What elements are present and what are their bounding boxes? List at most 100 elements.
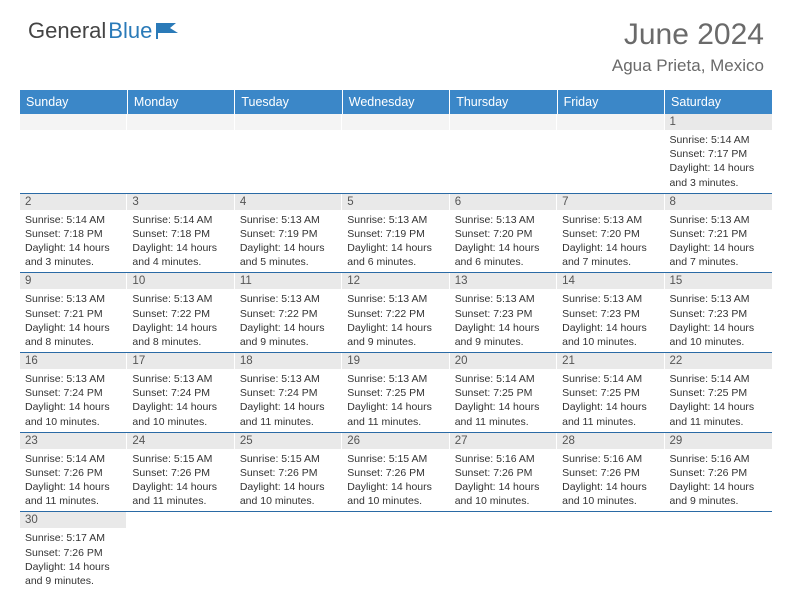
calendar-cell: 4Sunrise: 5:13 AMSunset: 7:19 PMDaylight… <box>235 193 342 273</box>
day-number: 13 <box>450 273 557 289</box>
calendar-cell <box>450 512 557 591</box>
sunrise-text: Sunrise: 5:13 AM <box>132 372 229 386</box>
sunrise-text: Sunrise: 5:14 AM <box>25 213 122 227</box>
header: GeneralBlue June 2024 Agua Prieta, Mexic… <box>0 0 792 84</box>
daylight-text: and 11 minutes. <box>670 415 767 429</box>
sunset-text: Sunset: 7:25 PM <box>455 386 552 400</box>
sunset-text: Sunset: 7:19 PM <box>347 227 444 241</box>
calendar-cell: 3Sunrise: 5:14 AMSunset: 7:18 PMDaylight… <box>127 193 234 273</box>
sunset-text: Sunset: 7:20 PM <box>455 227 552 241</box>
daylight-text: and 11 minutes. <box>562 415 659 429</box>
sunrise-text: Sunrise: 5:13 AM <box>25 292 122 306</box>
daylight-text: Daylight: 14 hours <box>562 241 659 255</box>
sunrise-text: Sunrise: 5:14 AM <box>25 452 122 466</box>
day-details: Sunrise: 5:13 AMSunset: 7:24 PMDaylight:… <box>235 369 342 432</box>
sunset-text: Sunset: 7:25 PM <box>347 386 444 400</box>
day-details: Sunrise: 5:16 AMSunset: 7:26 PMDaylight:… <box>557 449 664 512</box>
daylight-text: and 11 minutes. <box>455 415 552 429</box>
daylight-text: Daylight: 14 hours <box>25 480 122 494</box>
day-number: 16 <box>20 353 127 369</box>
daylight-text: and 3 minutes. <box>670 176 767 190</box>
location: Agua Prieta, Mexico <box>612 56 764 76</box>
calendar-cell: 1Sunrise: 5:14 AMSunset: 7:17 PMDaylight… <box>665 114 772 193</box>
daylight-text: and 8 minutes. <box>132 335 229 349</box>
calendar-cell: 5Sunrise: 5:13 AMSunset: 7:19 PMDaylight… <box>342 193 449 273</box>
sunrise-text: Sunrise: 5:14 AM <box>562 372 659 386</box>
daylight-text: and 10 minutes. <box>240 494 337 508</box>
calendar-cell: 18Sunrise: 5:13 AMSunset: 7:24 PMDayligh… <box>235 353 342 433</box>
calendar-table: Sunday Monday Tuesday Wednesday Thursday… <box>20 90 772 591</box>
day-number: 7 <box>557 194 664 210</box>
day-details: Sunrise: 5:13 AMSunset: 7:20 PMDaylight:… <box>450 210 557 273</box>
sunrise-text: Sunrise: 5:14 AM <box>670 372 767 386</box>
sunrise-text: Sunrise: 5:13 AM <box>562 213 659 227</box>
calendar-cell: 7Sunrise: 5:13 AMSunset: 7:20 PMDaylight… <box>557 193 664 273</box>
day-number: 23 <box>20 433 127 449</box>
day-number: 17 <box>127 353 234 369</box>
day-number: 27 <box>450 433 557 449</box>
sunrise-text: Sunrise: 5:15 AM <box>240 452 337 466</box>
daylight-text: and 9 minutes. <box>25 574 122 588</box>
day-details: Sunrise: 5:16 AMSunset: 7:26 PMDaylight:… <box>665 449 772 512</box>
calendar-cell: 28Sunrise: 5:16 AMSunset: 7:26 PMDayligh… <box>557 432 664 512</box>
daylight-text: Daylight: 14 hours <box>132 241 229 255</box>
calendar-cell: . <box>450 114 557 193</box>
calendar-cell: 13Sunrise: 5:13 AMSunset: 7:23 PMDayligh… <box>450 273 557 353</box>
sunset-text: Sunset: 7:26 PM <box>562 466 659 480</box>
day-number: 2 <box>20 194 127 210</box>
day-number: 29 <box>665 433 772 449</box>
calendar-cell: 30Sunrise: 5:17 AMSunset: 7:26 PMDayligh… <box>20 512 127 591</box>
daylight-text: and 4 minutes. <box>132 255 229 269</box>
daylight-text: Daylight: 14 hours <box>670 161 767 175</box>
sunset-text: Sunset: 7:26 PM <box>132 466 229 480</box>
day-number: 1 <box>665 114 772 130</box>
daylight-text: Daylight: 14 hours <box>240 400 337 414</box>
daylight-text: and 7 minutes. <box>670 255 767 269</box>
sunset-text: Sunset: 7:26 PM <box>25 466 122 480</box>
day-details: Sunrise: 5:13 AMSunset: 7:23 PMDaylight:… <box>665 289 772 352</box>
day-number: 14 <box>557 273 664 289</box>
daylight-text: and 3 minutes. <box>25 255 122 269</box>
sunrise-text: Sunrise: 5:13 AM <box>455 213 552 227</box>
day-number: 12 <box>342 273 449 289</box>
daylight-text: Daylight: 14 hours <box>240 480 337 494</box>
day-details: Sunrise: 5:14 AMSunset: 7:17 PMDaylight:… <box>665 130 772 193</box>
daylight-text: Daylight: 14 hours <box>562 400 659 414</box>
day-number: 22 <box>665 353 772 369</box>
day-number: 25 <box>235 433 342 449</box>
sunset-text: Sunset: 7:26 PM <box>347 466 444 480</box>
calendar-cell <box>342 512 449 591</box>
calendar-cell: . <box>235 114 342 193</box>
daylight-text: Daylight: 14 hours <box>562 480 659 494</box>
sunrise-text: Sunrise: 5:16 AM <box>562 452 659 466</box>
sunset-text: Sunset: 7:26 PM <box>25 546 122 560</box>
day-details: Sunrise: 5:15 AMSunset: 7:26 PMDaylight:… <box>235 449 342 512</box>
calendar-cell: 23Sunrise: 5:14 AMSunset: 7:26 PMDayligh… <box>20 432 127 512</box>
daylight-text: and 10 minutes. <box>347 494 444 508</box>
day-number: 21 <box>557 353 664 369</box>
calendar-cell: 21Sunrise: 5:14 AMSunset: 7:25 PMDayligh… <box>557 353 664 433</box>
weekday-header: Saturday <box>665 90 772 114</box>
calendar-cell: 11Sunrise: 5:13 AMSunset: 7:22 PMDayligh… <box>235 273 342 353</box>
daylight-text: Daylight: 14 hours <box>455 480 552 494</box>
calendar-cell <box>127 512 234 591</box>
day-number: 28 <box>557 433 664 449</box>
day-details: Sunrise: 5:13 AMSunset: 7:19 PMDaylight:… <box>342 210 449 273</box>
sunrise-text: Sunrise: 5:13 AM <box>132 292 229 306</box>
weekday-header: Friday <box>557 90 664 114</box>
day-details: Sunrise: 5:13 AMSunset: 7:22 PMDaylight:… <box>127 289 234 352</box>
sunrise-text: Sunrise: 5:15 AM <box>347 452 444 466</box>
calendar-cell: 27Sunrise: 5:16 AMSunset: 7:26 PMDayligh… <box>450 432 557 512</box>
flag-icon <box>156 22 182 40</box>
sunrise-text: Sunrise: 5:16 AM <box>455 452 552 466</box>
day-details: Sunrise: 5:13 AMSunset: 7:19 PMDaylight:… <box>235 210 342 273</box>
day-number: 6 <box>450 194 557 210</box>
calendar-cell: . <box>20 114 127 193</box>
sunset-text: Sunset: 7:23 PM <box>562 307 659 321</box>
brand-logo: GeneralBlue <box>28 18 182 44</box>
calendar-cell: 29Sunrise: 5:16 AMSunset: 7:26 PMDayligh… <box>665 432 772 512</box>
day-details: Sunrise: 5:14 AMSunset: 7:26 PMDaylight:… <box>20 449 127 512</box>
daylight-text: Daylight: 14 hours <box>347 321 444 335</box>
daylight-text: Daylight: 14 hours <box>670 321 767 335</box>
sunset-text: Sunset: 7:26 PM <box>240 466 337 480</box>
